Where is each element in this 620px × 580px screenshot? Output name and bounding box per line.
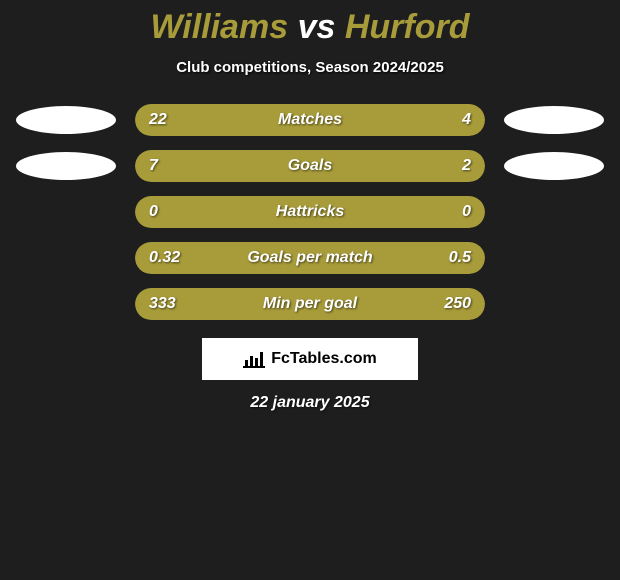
stat-row: 7 2 Goals xyxy=(0,150,620,182)
stats-rows: 22 4 Matches 7 2 Goals 0 0 Hattricks 0.32 0.5 Goals… xyxy=(0,104,620,320)
vs-text: vs xyxy=(298,8,336,46)
stat-bar: 0.32 0.5 Goals per match xyxy=(135,242,485,274)
chart-icon xyxy=(243,350,265,368)
stat-row: 22 4 Matches xyxy=(0,104,620,136)
stat-value-left: 7 xyxy=(149,157,158,175)
stat-bar: 7 2 Goals xyxy=(135,150,485,182)
stat-label: Hattricks xyxy=(276,203,344,221)
stat-bar: 333 250 Min per goal xyxy=(135,288,485,320)
badge-ellipse xyxy=(16,106,116,134)
stat-row: 0.32 0.5 Goals per match xyxy=(0,242,620,274)
player1-badge xyxy=(11,152,121,180)
badge-ellipse xyxy=(16,152,116,180)
stat-value-left: 22 xyxy=(149,111,167,129)
stat-label: Goals per match xyxy=(247,249,372,267)
stat-value-right: 0.5 xyxy=(449,249,471,267)
stat-bar: 0 0 Hattricks xyxy=(135,196,485,228)
stat-label: Min per goal xyxy=(263,295,357,313)
subtitle: Club competitions, Season 2024/2025 xyxy=(0,59,620,76)
player2-badge xyxy=(499,152,609,180)
player2-name: Hurford xyxy=(345,8,470,46)
stat-bar: 22 4 Matches xyxy=(135,104,485,136)
stat-value-right: 250 xyxy=(444,295,471,313)
badge-ellipse xyxy=(504,106,604,134)
player1-name: Williams xyxy=(150,8,288,46)
stat-value-right: 2 xyxy=(462,157,471,175)
bar-fill-right xyxy=(431,104,485,136)
player2-badge xyxy=(499,106,609,134)
stat-value-right: 4 xyxy=(462,111,471,129)
stat-value-left: 333 xyxy=(149,295,176,313)
stat-value-left: 0.32 xyxy=(149,249,180,267)
stat-label: Goals xyxy=(288,157,332,175)
stat-row: 333 250 Min per goal xyxy=(0,288,620,320)
player1-badge xyxy=(11,106,121,134)
stat-label: Matches xyxy=(278,111,342,129)
comparison-card: Williams vs Hurford Club competitions, S… xyxy=(0,0,620,412)
bar-fill-right xyxy=(407,150,485,182)
stat-row: 0 0 Hattricks xyxy=(0,196,620,228)
badge-ellipse xyxy=(504,152,604,180)
brand-text: FcTables.com xyxy=(271,350,377,368)
brand-logo[interactable]: FcTables.com xyxy=(202,338,418,380)
bar-fill-left xyxy=(135,150,407,182)
date-text: 22 january 2025 xyxy=(0,394,620,412)
stat-value-left: 0 xyxy=(149,203,158,221)
page-title: Williams vs Hurford xyxy=(0,8,620,47)
stat-value-right: 0 xyxy=(462,203,471,221)
